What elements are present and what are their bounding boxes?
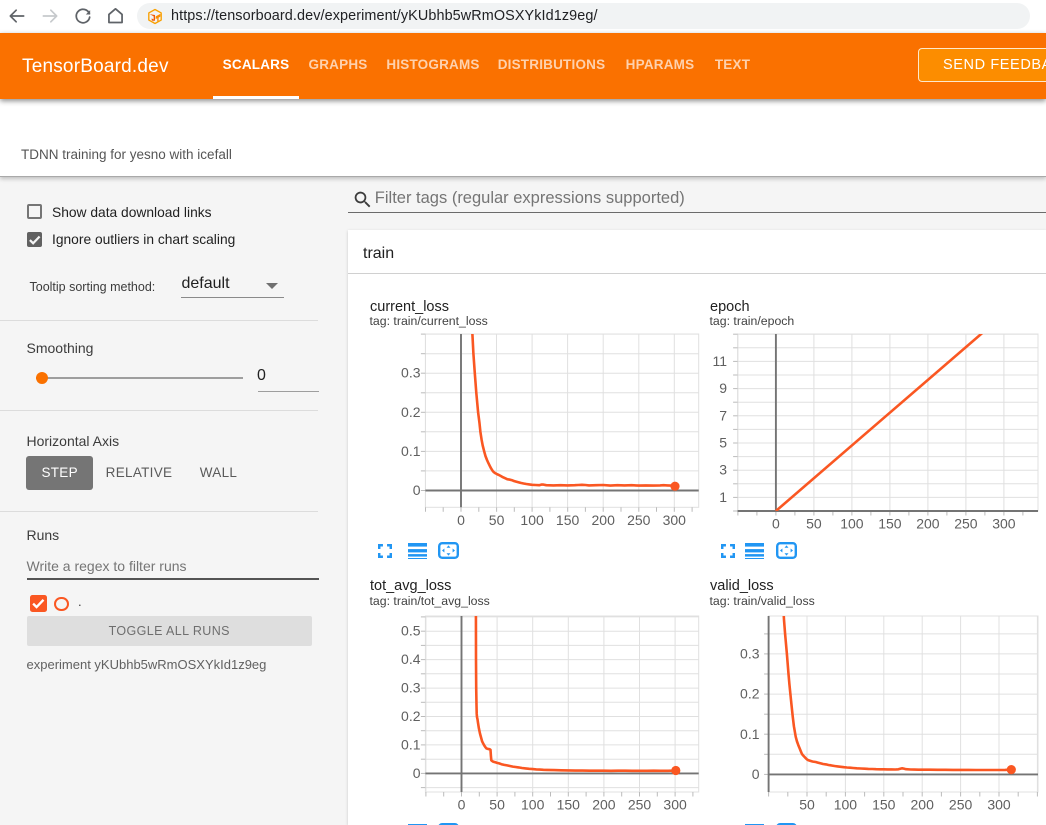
svg-text:300: 300 [663,797,687,813]
svg-text:150: 150 [557,797,581,813]
svg-text:50: 50 [806,516,822,532]
svg-text:0: 0 [413,482,421,498]
svg-text:0: 0 [772,516,780,532]
svg-text:7: 7 [719,407,727,423]
svg-text:0.2: 0.2 [401,708,421,724]
svg-text:150: 150 [872,797,896,813]
svg-text:200: 200 [916,516,940,532]
svg-text:5: 5 [719,435,727,451]
svg-text:0: 0 [458,797,466,813]
svg-text:150: 150 [878,516,902,532]
svg-text:0: 0 [752,766,760,782]
svg-text:0.2: 0.2 [740,686,760,702]
svg-text:50: 50 [489,512,505,528]
svg-text:200: 200 [911,797,935,813]
svg-text:0: 0 [457,512,465,528]
svg-text:3: 3 [719,462,727,478]
svg-text:0.3: 0.3 [401,365,421,381]
svg-text:0.3: 0.3 [740,646,760,662]
svg-text:250: 250 [627,512,651,528]
svg-text:100: 100 [521,797,545,813]
svg-text:0.2: 0.2 [401,404,421,420]
svg-text:300: 300 [987,797,1011,813]
svg-text:100: 100 [840,516,864,532]
svg-text:150: 150 [556,512,580,528]
svg-text:100: 100 [834,797,858,813]
svg-text:200: 200 [592,512,616,528]
svg-text:0.1: 0.1 [401,443,421,459]
svg-text:250: 250 [628,797,652,813]
svg-text:0: 0 [413,765,421,781]
svg-text:200: 200 [592,797,616,813]
svg-text:250: 250 [949,797,973,813]
svg-text:9: 9 [719,380,727,396]
svg-text:1: 1 [719,489,727,505]
svg-text:300: 300 [992,516,1016,532]
svg-text:0.5: 0.5 [401,623,421,639]
svg-text:250: 250 [954,516,978,532]
svg-text:50: 50 [489,797,505,813]
svg-text:11: 11 [712,353,727,369]
svg-text:100: 100 [520,512,544,528]
svg-text:0.4: 0.4 [401,651,421,667]
svg-text:0.3: 0.3 [401,680,421,696]
svg-text:300: 300 [663,512,687,528]
svg-text:50: 50 [799,797,815,813]
svg-text:0.1: 0.1 [401,736,421,752]
svg-text:0.1: 0.1 [740,726,760,742]
